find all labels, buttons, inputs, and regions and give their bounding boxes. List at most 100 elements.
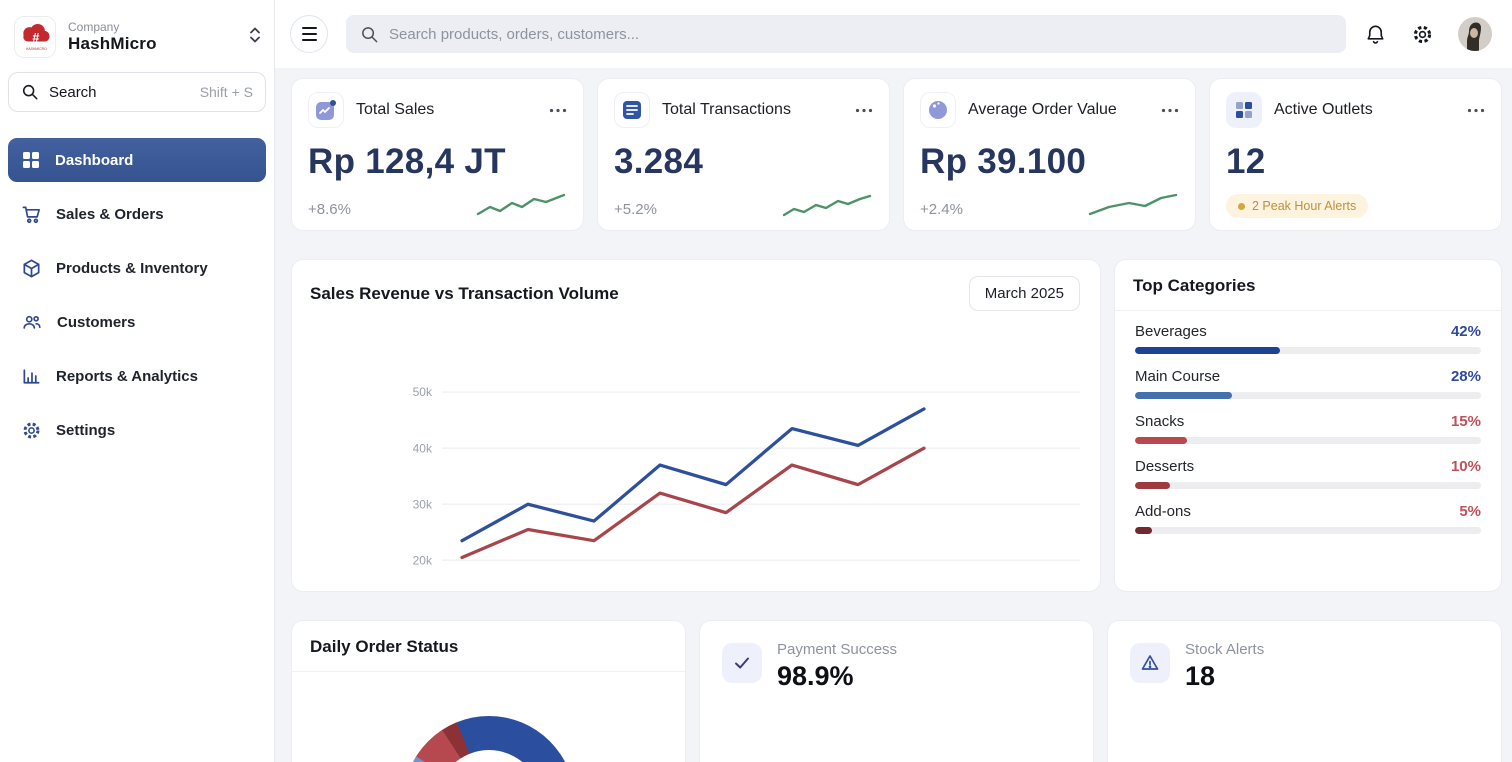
payment-success-card: Payment Success 98.9% (699, 620, 1094, 762)
category-bar-fill (1135, 392, 1232, 399)
company-selector[interactable]: # HASHMICRO Company HashMicro (8, 14, 266, 72)
total-sales-icon (308, 92, 344, 128)
divider (1115, 310, 1501, 311)
category-bar-fill (1135, 347, 1281, 354)
top-categories-title: Top Categories (1133, 276, 1256, 295)
top-categories-card: Top Categories Beverages 42% Main Course (1114, 259, 1502, 592)
svg-text:HASHMICRO: HASHMICRO (26, 47, 47, 51)
company-name: HashMicro (68, 34, 157, 53)
hamburger-menu-button[interactable] (290, 15, 328, 53)
sparkline-chart (782, 194, 872, 217)
svg-text:#: # (32, 31, 39, 45)
category-bar-track (1135, 347, 1481, 354)
payment-success-value: 98.9% (777, 661, 854, 691)
ellipsis-icon (549, 108, 567, 112)
sidebar-item-customers[interactable]: Customers (8, 300, 266, 344)
main-area: Total Sales Rp 128,4 JT +8.6% (275, 0, 1512, 762)
kpi-card-average-order-value: Average Order Value Rp 39.100 +2.4% (903, 78, 1196, 231)
category-bar-fill (1135, 437, 1187, 444)
sidebar-item-label: Customers (57, 313, 136, 331)
kpi-row: Total Sales Rp 128,4 JT +8.6% (291, 78, 1502, 231)
stock-alerts-value: 18 (1185, 661, 1216, 691)
payment-success-label: Payment Success (777, 641, 898, 658)
category-percent: 28% (1450, 368, 1481, 385)
sparkline-chart (1088, 193, 1178, 216)
sidebar-item-label: Settings (56, 421, 116, 439)
kpi-value: 3.284 (614, 142, 704, 181)
peak-hour-alert-badge: 2 Peak Hour Alerts (1226, 194, 1369, 218)
sidebar-item-label: Reports & Analytics (56, 367, 198, 385)
category-label: Beverages (1135, 323, 1207, 340)
sidebar-item-settings[interactable]: Settings (8, 408, 266, 452)
chevron-up-down-icon (248, 26, 262, 49)
daily-order-status-title: Daily Order Status (310, 637, 459, 656)
total-transactions-icon (614, 92, 650, 128)
alert-dot-icon (1238, 202, 1245, 210)
kpi-menu-button[interactable] (549, 104, 567, 117)
sidebar-search-label: Search (49, 83, 97, 101)
kpi-change: +2.4% (920, 201, 963, 218)
company-label: Company (68, 20, 120, 34)
cart-icon (22, 205, 40, 223)
divider (292, 671, 685, 672)
sidebar-search[interactable]: Search Shift + S (8, 72, 266, 112)
sidebar-item-reports-analytics[interactable]: Reports & Analytics (8, 354, 266, 398)
stock-alerts-label: Stock Alerts (1185, 641, 1265, 658)
kpi-title: Average Order Value (968, 101, 1117, 118)
sidebar-nav: Dashboard Sales & Orders Products & Inve… (8, 138, 266, 462)
category-bar-track (1135, 527, 1481, 534)
sparkline-chart (476, 193, 566, 216)
check-icon (722, 643, 762, 683)
customers-icon (23, 315, 41, 329)
kpi-change: +5.2% (614, 201, 657, 218)
sidebar-item-dashboard[interactable]: Dashboard (8, 138, 266, 182)
dashboard-icon (23, 152, 39, 168)
line-chart: 20k 30k 40k 50k (413, 385, 1080, 567)
global-search-input[interactable] (389, 25, 1332, 43)
warning-triangle-icon (1130, 643, 1170, 683)
user-avatar[interactable] (1458, 17, 1492, 51)
kpi-value: Rp 39.100 (920, 142, 1087, 181)
svg-text:50k: 50k (413, 385, 433, 399)
category-percent: 42% (1450, 323, 1481, 340)
category-bar-fill (1135, 527, 1153, 534)
bell-icon (1367, 25, 1384, 44)
svg-text:30k: 30k (413, 497, 433, 511)
category-row-add-ons: Add-ons 5% (1135, 503, 1481, 534)
cube-icon (23, 259, 40, 277)
settings-gear-button[interactable] (1411, 23, 1434, 46)
sidebar-item-sales-orders[interactable]: Sales & Orders (8, 192, 266, 236)
ellipsis-icon (1467, 108, 1485, 112)
kpi-menu-button[interactable] (855, 104, 873, 117)
category-percent: 5% (1459, 503, 1481, 520)
kpi-title: Total Transactions (662, 101, 791, 118)
stock-alerts-card: Stock Alerts 18 (1107, 620, 1502, 762)
sidebar-item-label: Sales & Orders (56, 205, 164, 223)
category-row-snacks: Snacks 15% (1135, 413, 1481, 444)
svg-text:40k: 40k (413, 441, 433, 455)
category-row-desserts: Desserts 10% (1135, 458, 1481, 489)
category-percent: 10% (1450, 458, 1481, 475)
category-label: Add-ons (1135, 503, 1191, 520)
category-label: Snacks (1135, 413, 1185, 430)
ellipsis-icon (1161, 108, 1179, 112)
ellipsis-icon (855, 108, 873, 112)
notifications-bell-button[interactable] (1364, 23, 1387, 46)
sidebar-item-products-inventory[interactable]: Products & Inventory (8, 246, 266, 290)
period-selector-button[interactable]: March 2025 (968, 276, 1080, 311)
search-icon (22, 84, 38, 100)
category-row-beverages: Beverages 42% (1135, 323, 1481, 354)
kpi-change: +8.6% (308, 201, 351, 218)
topbar (275, 0, 1512, 68)
donut-chart (402, 716, 575, 762)
category-bar-track (1135, 392, 1481, 399)
gear-icon (1413, 25, 1432, 43)
category-bar-fill (1135, 482, 1170, 489)
kpi-menu-button[interactable] (1467, 104, 1485, 117)
category-list: Beverages 42% Main Course 28% (1115, 311, 1501, 548)
kpi-menu-button[interactable] (1161, 104, 1179, 117)
average-order-value-icon (920, 92, 956, 128)
category-percent: 15% (1450, 413, 1481, 430)
category-bar-track (1135, 482, 1481, 489)
search-icon (362, 26, 378, 42)
